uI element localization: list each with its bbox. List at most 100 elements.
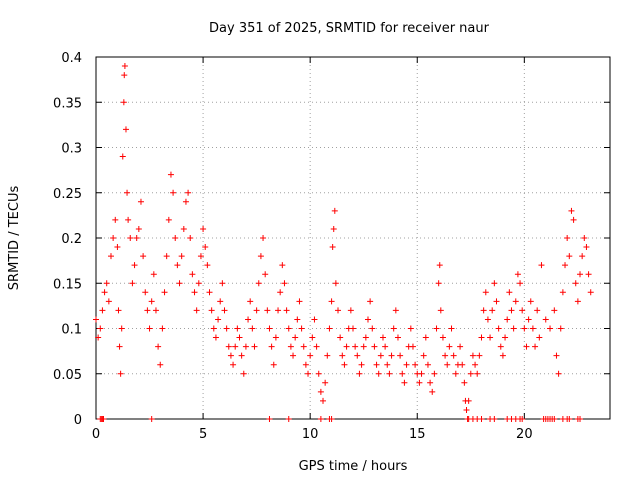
data-point — [302, 361, 309, 368]
data-point — [499, 352, 506, 359]
data-point — [532, 343, 539, 350]
y-tick-label: 0.2 — [61, 232, 82, 247]
data-point — [227, 352, 234, 359]
data-point — [105, 298, 112, 305]
data-point — [268, 343, 275, 350]
data-point — [124, 189, 131, 196]
data-point — [115, 307, 122, 314]
data-point — [320, 397, 327, 404]
data-point — [174, 262, 181, 269]
data-point — [347, 307, 354, 314]
data-point — [566, 416, 573, 422]
data-point — [390, 325, 397, 332]
data-point — [538, 262, 545, 269]
data-point — [335, 307, 342, 314]
data-point — [133, 235, 140, 241]
x-tick-label: 15 — [409, 427, 426, 442]
data-point — [553, 352, 560, 359]
data-point — [502, 334, 509, 341]
data-point — [202, 244, 209, 251]
data-point — [129, 280, 136, 287]
data-point — [504, 316, 511, 323]
data-point — [208, 307, 215, 314]
data-point — [150, 271, 157, 278]
data-point — [424, 361, 431, 368]
data-point — [437, 307, 444, 314]
data-point — [131, 262, 138, 269]
data-point — [465, 397, 472, 404]
data-point — [219, 280, 226, 287]
data-point — [444, 361, 451, 368]
data-point — [322, 379, 329, 386]
data-point — [330, 225, 337, 232]
data-point — [474, 370, 481, 377]
y-tick-label: 0.3 — [61, 142, 82, 157]
data-point — [185, 189, 192, 196]
y-tick-label: 0.05 — [53, 368, 82, 383]
data-point — [329, 244, 336, 251]
data-point — [127, 235, 134, 241]
data-point — [534, 307, 541, 314]
data-point — [236, 334, 243, 341]
data-point — [392, 307, 399, 314]
data-point — [100, 416, 107, 422]
data-point — [125, 216, 132, 223]
data-point — [399, 370, 406, 377]
data-point — [403, 361, 410, 368]
data-point — [452, 370, 459, 377]
x-tick-label: 20 — [516, 427, 533, 442]
data-point — [422, 334, 429, 341]
data-point — [101, 289, 108, 296]
x-axis-label: GPS time / hours — [299, 459, 408, 474]
data-point — [328, 298, 335, 305]
data-point — [587, 289, 594, 296]
data-point — [384, 361, 391, 368]
data-points — [93, 63, 594, 422]
data-point — [431, 370, 438, 377]
data-point — [523, 343, 530, 350]
data-point — [93, 316, 99, 323]
data-point — [262, 271, 269, 278]
data-point — [163, 253, 170, 260]
data-point — [394, 334, 401, 341]
data-point — [364, 316, 371, 323]
data-point — [146, 325, 153, 332]
data-point — [457, 343, 464, 350]
y-tick-label: 0.1 — [61, 323, 82, 338]
data-point — [137, 198, 144, 205]
data-point — [317, 416, 324, 422]
data-point — [240, 370, 247, 377]
x-tick-label: 10 — [302, 427, 319, 442]
data-point — [343, 343, 350, 350]
data-point — [121, 72, 128, 79]
data-point — [148, 298, 155, 305]
data-point — [95, 334, 102, 341]
x-tick-label: 5 — [199, 427, 207, 442]
data-point — [221, 307, 228, 314]
data-point — [508, 307, 515, 314]
data-point — [536, 334, 543, 341]
data-point — [574, 298, 581, 305]
data-point — [159, 325, 166, 332]
data-point — [519, 307, 526, 314]
data-point — [298, 325, 305, 332]
data-point — [313, 343, 320, 350]
data-point — [551, 307, 558, 314]
data-point — [542, 316, 549, 323]
data-point — [180, 225, 187, 232]
data-point — [187, 235, 194, 241]
data-point — [119, 153, 126, 160]
data-point — [352, 343, 359, 350]
data-point — [249, 325, 256, 332]
data-point — [114, 244, 121, 251]
data-point — [270, 361, 277, 368]
data-point — [155, 343, 162, 350]
data-point — [324, 352, 331, 359]
data-point — [328, 416, 335, 422]
data-point — [215, 316, 222, 323]
data-point — [547, 325, 554, 332]
data-point — [287, 343, 294, 350]
data-point — [234, 325, 241, 332]
data-point — [375, 370, 382, 377]
